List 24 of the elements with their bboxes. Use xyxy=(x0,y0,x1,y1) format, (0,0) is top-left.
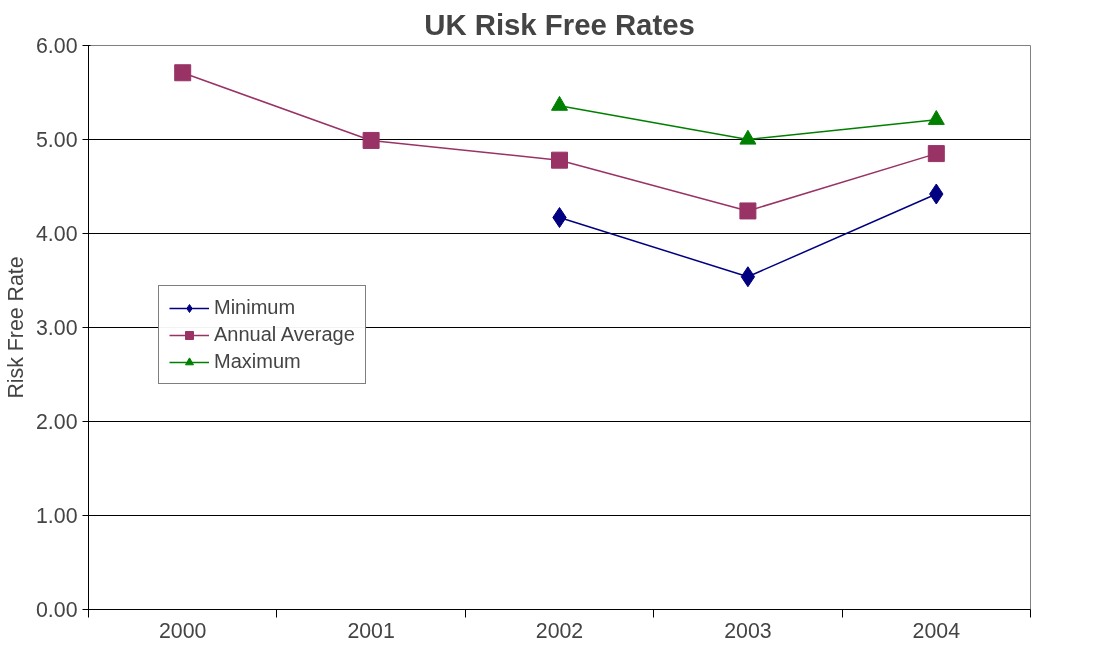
x-tick-label: 2001 xyxy=(347,618,395,643)
legend-label: Annual Average xyxy=(214,323,355,346)
point xyxy=(739,202,757,220)
point xyxy=(740,266,756,288)
legend-label: Maximum xyxy=(214,350,301,373)
y-tick-label: 5.00 xyxy=(35,128,78,152)
x-tick-label: 2003 xyxy=(724,618,772,643)
y-tick-label: 1.00 xyxy=(35,504,78,528)
y-tick-label: 0.00 xyxy=(35,598,78,622)
point xyxy=(927,145,945,163)
x-tick-label: 2004 xyxy=(912,618,961,643)
chart-title: UK Risk Free Rates xyxy=(424,7,695,41)
y-tick-label: 2.00 xyxy=(35,410,78,434)
point xyxy=(362,131,380,149)
x-tick-label: 2002 xyxy=(535,618,584,643)
legend-label: Minimum xyxy=(214,296,296,319)
y-tick-label: 3.00 xyxy=(35,316,78,340)
y-tick-label: 6.00 xyxy=(35,34,78,58)
point xyxy=(551,151,568,169)
y-tick-label: 4.00 xyxy=(35,222,78,246)
x-tick-label: 2000 xyxy=(158,618,207,643)
point xyxy=(927,110,945,125)
point xyxy=(174,64,192,82)
y-axis-title: Risk Free Rate xyxy=(3,256,28,399)
